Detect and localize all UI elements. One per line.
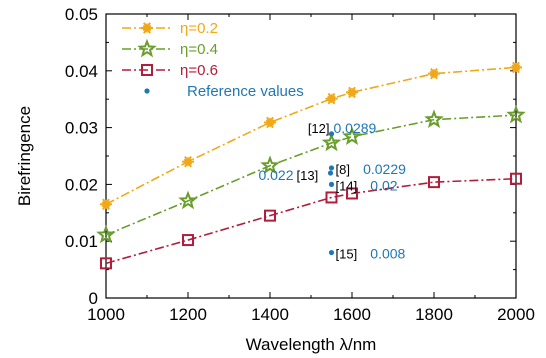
series-group [96,61,526,270]
x-tick-label: 1600 [333,305,371,324]
reference-point [327,170,334,176]
y-tick-label: 0.05 [65,5,98,24]
legend-item: Reference values [144,83,304,100]
data-point [342,126,362,146]
series-path [105,114,517,236]
annotation-ref: [13] [297,168,319,183]
data-point [325,191,338,204]
annotation-ref: [14] [336,178,358,193]
data-point [506,104,526,124]
reference-point [328,131,335,137]
axes: 1000 1200 1400 1600 1800 2000 0 0.01 0.02 0.03 0.0… [65,5,535,324]
annotation: [8] 0.0229 [336,161,407,177]
data-point [182,155,194,168]
x-tick-label: 2000 [497,305,535,324]
y-axis-title: Birefringence [15,106,34,206]
legend-label: Reference values [187,83,304,100]
data-point [424,109,444,128]
data-point [264,116,276,129]
data-point [510,61,522,74]
data-point [182,234,194,247]
data-point [428,176,440,189]
data-point [325,92,338,105]
data-point [510,172,522,185]
legend-marker [141,64,153,76]
series-path [105,177,517,265]
legend-marker [137,38,157,58]
annotation: [12] 0.0289 [308,120,377,136]
legend-marker [141,22,153,34]
reference-point [328,165,335,171]
legend-item: η=0.6 [122,62,218,79]
legend-label: η=0.2 [180,20,218,37]
reference-points [327,131,335,256]
legend-label: η=0.6 [180,62,218,79]
annotation-value: 0.008 [370,246,405,262]
data-point [260,155,280,174]
annotation-ref: [15] [336,247,358,262]
reference-point [328,181,335,187]
annotation-ref: [12] [308,121,330,136]
y-tick-label: 0 [89,289,98,308]
legend-item: η=0.4 [122,38,218,58]
data-point [428,67,440,80]
annotation-value: 0.0289 [334,120,377,136]
annotation: [14] 0.02 [336,177,398,193]
annotation-value: 0.0229 [363,161,406,177]
series-line [96,104,526,244]
data-point [346,86,358,99]
annotation: [15] 0.008 [336,246,406,262]
x-tick-label: 1800 [415,305,453,324]
y-tick-label: 0.03 [65,119,98,138]
data-point [178,190,198,210]
legend-marker [144,88,150,94]
y-tick-label: 0.01 [65,232,98,251]
data-point [96,224,116,244]
plot-area [105,13,517,299]
x-tick-label: 1200 [169,305,207,324]
annotation-ref: [8] [336,162,350,177]
y-tick-label: 0.02 [65,175,98,194]
data-point [264,209,276,222]
reference-point [328,249,335,256]
y-tick-label: 0.04 [65,62,98,81]
legend-label: η=0.4 [180,41,218,58]
legend-item: η=0.2 [122,20,218,37]
annotation-value: 0.022 [258,167,293,183]
annotations: [12] 0.0289 [8] 0.0229 0.022 [13] [14] 0.02 [15]… [258,120,406,262]
legend: η=0.2 η=0.4 η=0.6 Reference values [122,20,304,100]
series-line [100,61,522,210]
x-tick-label: 1000 [87,305,125,324]
x-axis-title: Wavelength λ/nm [246,335,377,354]
x-tick-label: 1400 [251,305,289,324]
series-line [100,172,522,270]
data-point [321,132,342,152]
data-point [346,187,358,200]
annotation-value: 0.02 [370,177,397,193]
data-point [100,257,112,270]
annotation: 0.022 [13] [258,167,318,183]
data-point [100,198,112,210]
